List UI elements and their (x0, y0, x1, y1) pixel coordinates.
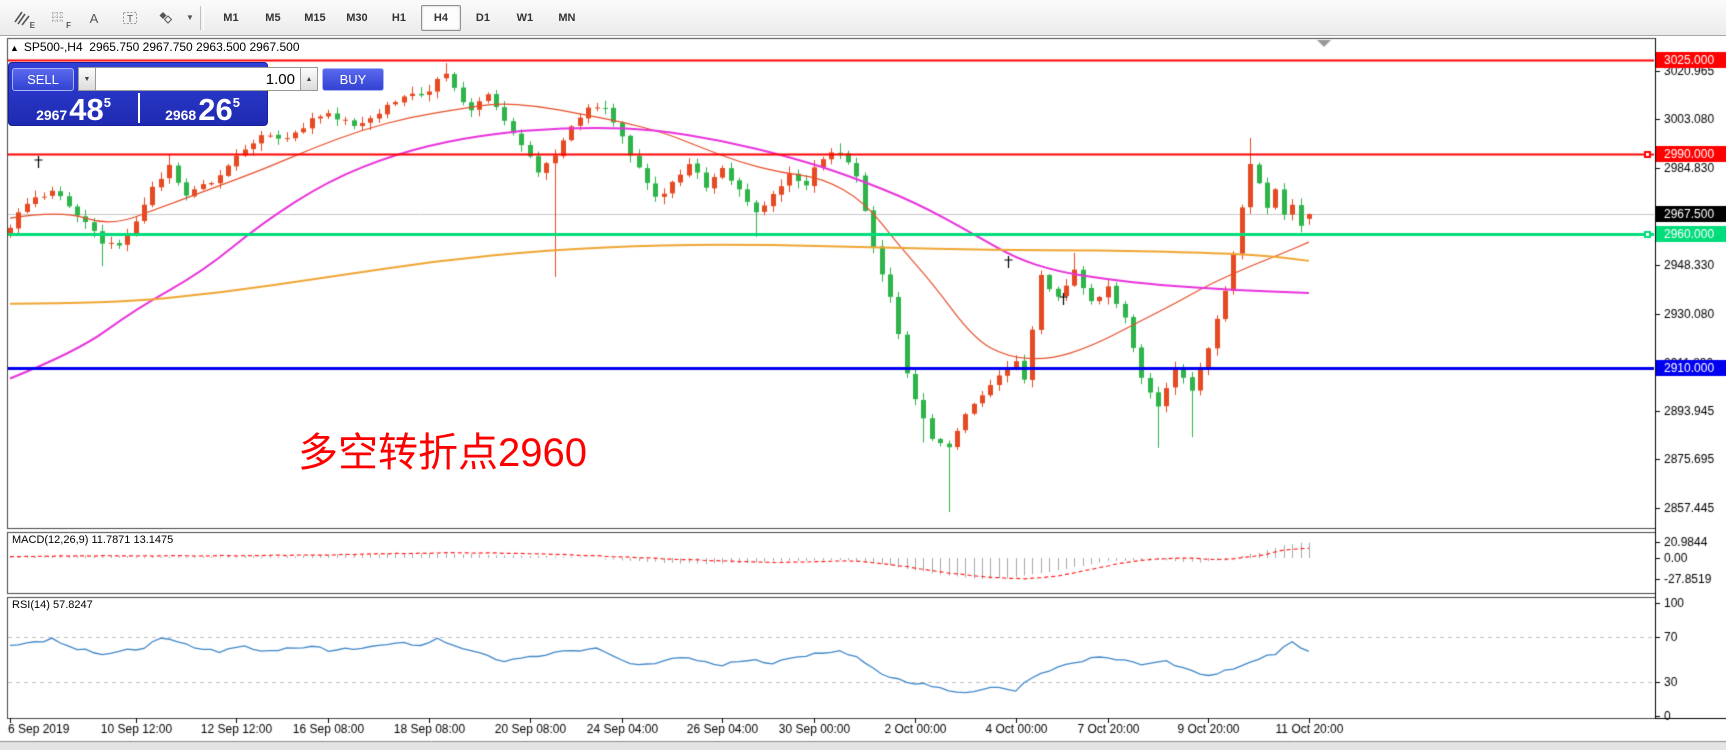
ask-big-digits: 26 (198, 91, 233, 127)
volume-decrease-button[interactable]: ▼ (78, 67, 96, 91)
macd-label: MACD(12,26,9) 11.7871 13.1475 (12, 534, 174, 546)
timeframe-button-m1[interactable]: M1 (223, 11, 239, 24)
volume-input[interactable] (96, 67, 300, 91)
chart-title: ▲ SP500-,H4 2965.750 2967.750 2963.500 29… (10, 40, 300, 54)
bid-sup-digit: 5 (103, 95, 111, 110)
timeframe-button-mn[interactable]: MN (558, 11, 576, 24)
bid-prefix: 2967 (36, 107, 68, 123)
bid-price: 2967 48 5 (9, 93, 138, 125)
ask-prefix: 2968 (165, 107, 197, 123)
toolbar: E F A T ▼ M1 M5 M15 M30 H1 H4 D1 W1 MN (0, 0, 1726, 36)
chart-annotation: 多空转折点2960 (298, 431, 587, 475)
timeframe-button-m15[interactable]: M15 (304, 11, 326, 24)
timeframe-button-h4[interactable]: H4 (420, 4, 461, 31)
line-studies-icon[interactable]: E (6, 4, 38, 32)
bid-ask-display: 2967 48 5 2968 26 5 (9, 93, 267, 125)
timeframe-button-d1[interactable]: D1 (475, 11, 490, 24)
one-click-panel-toggle-icon[interactable]: ▲ (10, 43, 19, 53)
toolbar-separator (199, 5, 204, 30)
text-icon[interactable]: A (78, 4, 110, 32)
timeframe-button-m30[interactable]: M30 (346, 11, 368, 24)
grid-icon-glyph: F (66, 20, 71, 30)
text-label-icon[interactable]: T (114, 4, 146, 32)
rsi-label: RSI(14) 57.8247 (12, 599, 93, 611)
volume-spinner: ▼ ▲ (78, 67, 318, 91)
timeframe-toolbar: M1 M5 M15 M30 H1 H4 D1 W1 MN (210, 4, 588, 31)
shapes-dropdown-icon[interactable] (150, 4, 182, 32)
timeframe-button-h1[interactable]: H1 (391, 11, 406, 24)
grid-icon[interactable]: F (42, 4, 74, 32)
sell-button[interactable]: SELL (12, 67, 74, 91)
timeframe-button-w1[interactable]: W1 (516, 11, 534, 24)
line-studies-icon-glyph: E (29, 20, 35, 30)
svg-text:T: T (127, 14, 133, 25)
timeframe-button-m5[interactable]: M5 (265, 11, 281, 24)
bid-ask-divider (138, 93, 140, 123)
one-click-trading-panel: SELL ▼ ▲ BUY 2967 48 5 2968 26 5 (8, 62, 384, 126)
buy-button[interactable]: BUY (322, 67, 384, 91)
ask-price: 2968 26 5 (138, 93, 267, 125)
bid-big-digits: 48 (69, 91, 104, 127)
symbol-ohlc-text: SP500-,H4 2965.750 2967.750 2963.500 296… (23, 40, 300, 54)
shapes-dropdown-arrow-icon[interactable]: ▼ (186, 13, 194, 22)
svg-text:A: A (90, 11, 99, 26)
volume-increase-button[interactable]: ▲ (300, 67, 318, 91)
drawing-toolbar: E F A T ▼ (4, 4, 194, 32)
ask-sup-digit: 5 (232, 95, 240, 110)
